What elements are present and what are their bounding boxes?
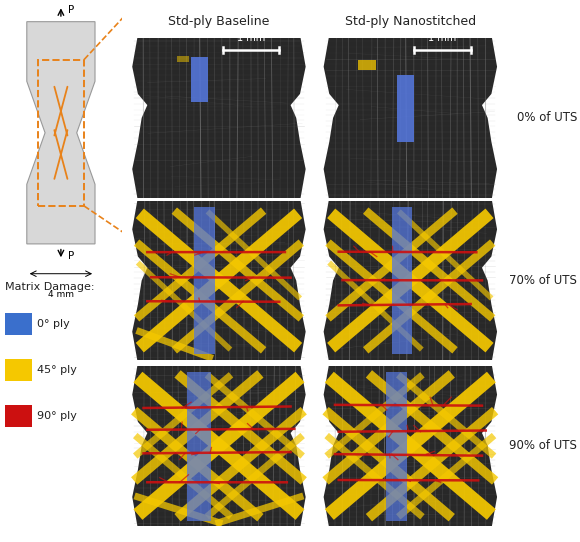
- Text: 4 mm: 4 mm: [48, 290, 74, 299]
- Bar: [5, 313, 32, 335]
- Bar: [191, 57, 208, 102]
- Bar: [392, 207, 412, 354]
- Polygon shape: [324, 197, 497, 364]
- Bar: [194, 207, 215, 354]
- Text: 0% of UTS: 0% of UTS: [517, 112, 577, 124]
- Bar: [5, 405, 32, 427]
- Polygon shape: [324, 363, 497, 529]
- Bar: [5, 359, 32, 381]
- Text: P: P: [68, 251, 74, 261]
- Bar: [177, 55, 189, 62]
- Text: 45° ply: 45° ply: [37, 365, 77, 375]
- Polygon shape: [132, 363, 306, 529]
- Text: 90° ply: 90° ply: [37, 411, 77, 421]
- Polygon shape: [27, 22, 95, 244]
- Text: 90% of UTS: 90% of UTS: [509, 440, 577, 452]
- Polygon shape: [132, 35, 306, 201]
- Text: Std-ply Nanostitched: Std-ply Nanostitched: [345, 15, 476, 28]
- Text: 70% of UTS: 70% of UTS: [509, 274, 577, 287]
- Bar: [357, 60, 376, 70]
- Bar: [397, 75, 414, 142]
- Polygon shape: [324, 35, 497, 201]
- Polygon shape: [132, 197, 306, 364]
- Text: Matrix Damage:: Matrix Damage:: [5, 282, 95, 292]
- Text: 1 mm: 1 mm: [428, 33, 456, 43]
- Bar: [187, 372, 212, 521]
- Text: P: P: [68, 5, 74, 15]
- Text: 0° ply: 0° ply: [37, 319, 69, 329]
- Text: Std-ply Baseline: Std-ply Baseline: [168, 15, 270, 28]
- Bar: [38, 60, 84, 206]
- Bar: [386, 372, 407, 521]
- Text: 1 mm: 1 mm: [237, 33, 265, 43]
